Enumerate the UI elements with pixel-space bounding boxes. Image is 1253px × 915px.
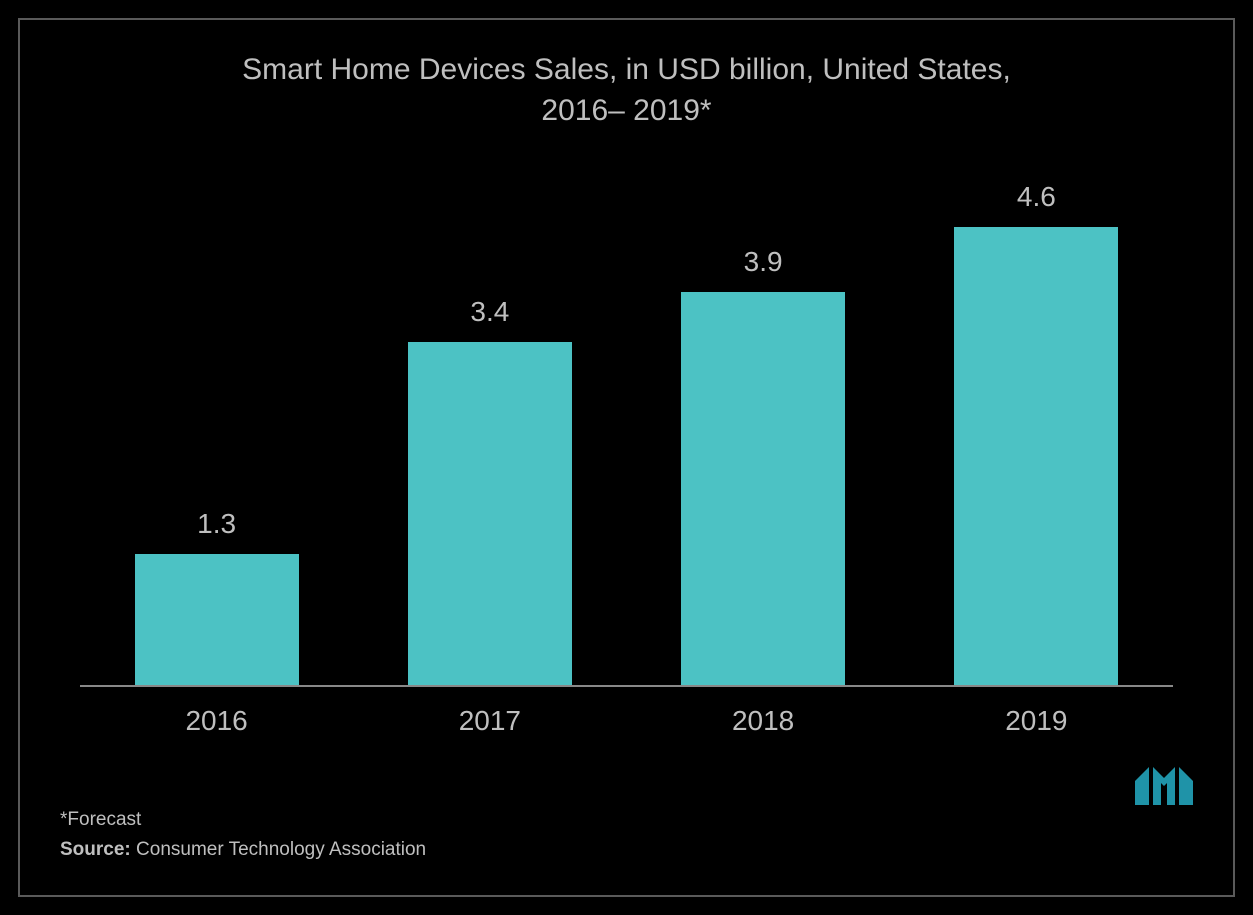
bar-value-label: 1.3: [197, 508, 236, 540]
bars-container: 1.3 3.4 3.9 4.6: [80, 181, 1173, 685]
chart-title-line2: 2016– 2019*: [541, 94, 711, 127]
bar-rect: [135, 554, 299, 685]
x-axis-label: 2016: [80, 705, 353, 737]
x-axis: 2016201720182019: [80, 705, 1173, 737]
source-label: Source:: [60, 839, 131, 860]
chart-title: Smart Home Devices Sales, in USD billion…: [242, 50, 1011, 131]
source-footnote: Source: Consumer Technology Association: [60, 835, 1193, 865]
bar-slot: 1.3: [80, 181, 353, 685]
bar-rect: [681, 292, 845, 685]
forecast-footnote: *Forecast: [60, 805, 1193, 835]
chart-title-line1: Smart Home Devices Sales, in USD billion…: [242, 53, 1011, 86]
source-text: Consumer Technology Association: [131, 839, 426, 860]
chart-frame: Smart Home Devices Sales, in USD billion…: [18, 18, 1235, 897]
bar-value-label: 3.9: [744, 246, 783, 278]
bar-value-label: 3.4: [470, 296, 509, 328]
x-axis-label: 2018: [627, 705, 900, 737]
bar-slot: 3.4: [353, 181, 626, 685]
bar-rect: [408, 342, 572, 685]
bar-slot: 3.9: [627, 181, 900, 685]
chart-area: 1.3 3.4 3.9 4.6 2016201720182019: [80, 151, 1173, 797]
mi-logo-icon: [1135, 767, 1193, 805]
x-axis-label: 2017: [353, 705, 626, 737]
bar-slot: 4.6: [900, 181, 1173, 685]
chart-footer: *Forecast Source: Consumer Technology As…: [60, 805, 1193, 875]
bar-rect: [954, 227, 1118, 685]
bar-value-label: 4.6: [1017, 181, 1056, 213]
x-axis-label: 2019: [900, 705, 1173, 737]
plot-region: 1.3 3.4 3.9 4.6: [80, 181, 1173, 687]
